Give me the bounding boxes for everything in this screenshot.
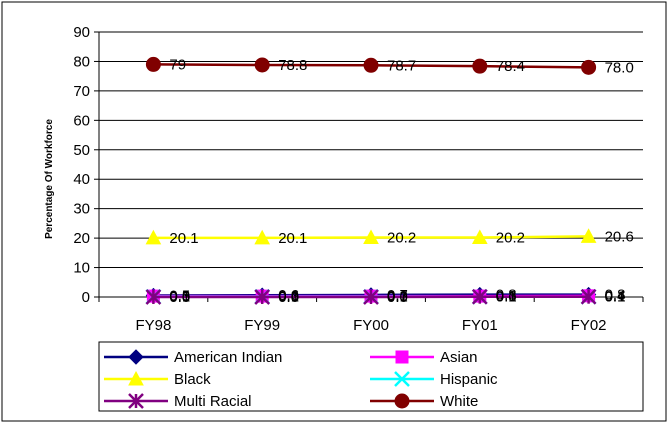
legend-label-hispanic: Hispanic	[440, 371, 498, 388]
legend-label-white: White	[440, 393, 478, 410]
y-tick-label: 90	[73, 24, 90, 41]
data-point-white	[255, 58, 269, 72]
y-tick-label: 30	[73, 201, 90, 218]
data-label-multi-racial: 0.0	[387, 289, 408, 306]
y-tick-label: 10	[73, 260, 90, 277]
legend: American Indian Asian Black Hispanic Multi R…	[99, 342, 643, 411]
data-label-black: 20.2	[387, 230, 416, 247]
legend-label-multi-racial: Multi Racial	[174, 393, 252, 410]
data-label-white: 78.0	[605, 59, 634, 76]
y-tick-label: 0	[82, 289, 90, 306]
data-label-white: 78.8	[278, 57, 307, 74]
data-point-white	[364, 58, 378, 72]
data-label-black: 20.6	[605, 228, 634, 245]
data-label-black: 20.1	[278, 230, 307, 247]
x-tick-label: FY00	[353, 317, 389, 334]
data-label-multi-racial: 0.1	[496, 289, 517, 306]
y-tick-label: 70	[73, 83, 90, 100]
legend-label-asian: Asian	[440, 349, 478, 366]
legend-marker-asian	[396, 351, 408, 363]
y-tick-label: 40	[73, 171, 90, 188]
x-tick-label: FY98	[135, 317, 171, 334]
x-tick-label: FY02	[571, 317, 607, 334]
y-tick-label: 80	[73, 53, 90, 70]
data-label-multi-racial: 0.0	[278, 289, 299, 306]
legend-marker-white	[395, 394, 409, 408]
y-tick-label: 50	[73, 142, 90, 159]
x-tick-label: FY99	[244, 317, 280, 334]
legend-label-american-indian: American Indian	[174, 349, 282, 366]
data-label-black: 20.1	[169, 230, 198, 247]
data-label-white: 78.7	[387, 57, 416, 74]
data-label-black: 20.2	[496, 230, 525, 247]
data-label-multi-racial: 0.0	[169, 289, 190, 306]
legend-label-black: Black	[174, 371, 211, 388]
data-point-white	[146, 57, 160, 71]
data-point-white	[582, 60, 596, 74]
data-label-white: 79	[169, 56, 186, 73]
data-label-multi-racial: 0.1	[605, 289, 626, 306]
y-axis-label: Percentage Of Workforce	[44, 119, 55, 239]
data-point-white	[473, 59, 487, 73]
y-tick-label: 60	[73, 112, 90, 129]
data-label-white: 78.4	[496, 58, 525, 75]
y-tick-label: 20	[73, 230, 90, 247]
x-tick-label: FY01	[462, 317, 498, 334]
